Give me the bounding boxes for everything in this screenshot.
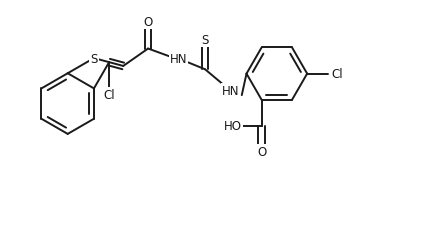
Text: HN: HN [222, 85, 239, 98]
Text: Cl: Cl [331, 68, 343, 81]
Text: S: S [90, 52, 98, 65]
Text: HO: HO [224, 120, 242, 133]
Text: O: O [144, 16, 153, 29]
Text: HN: HN [170, 53, 187, 66]
Text: O: O [257, 145, 266, 158]
Text: S: S [201, 34, 209, 47]
Text: Cl: Cl [104, 89, 115, 101]
